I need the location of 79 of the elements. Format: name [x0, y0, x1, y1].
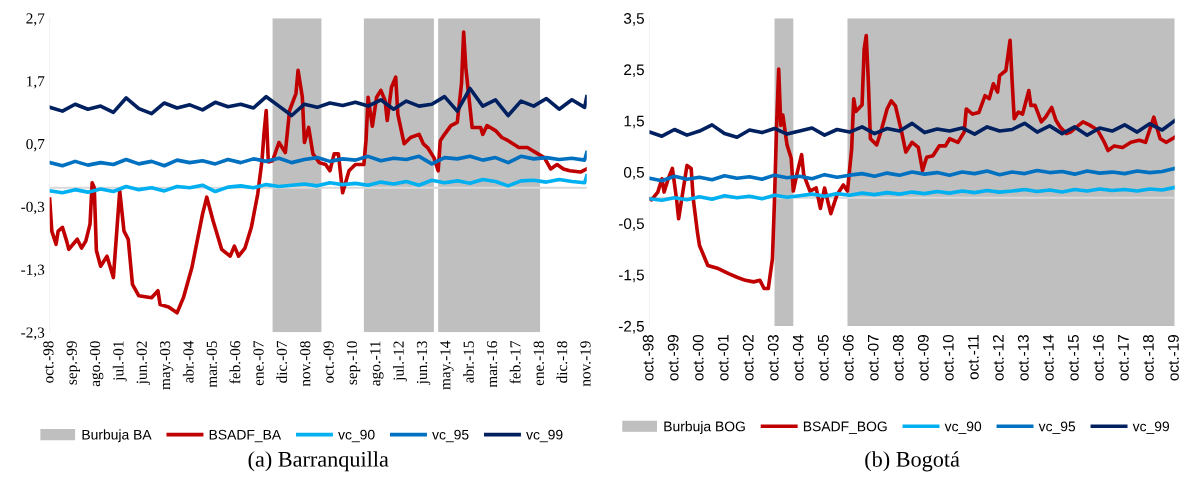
legend-label: Burbuja BA	[82, 429, 152, 443]
y-tick-label: 2,7	[26, 13, 45, 26]
text: (a) Barranquilla	[248, 451, 389, 472]
x-tick-label: oct.-00	[692, 334, 704, 381]
x-tick-label: oct.-09	[323, 341, 334, 383]
x-tick-label: oct.-04	[792, 334, 804, 381]
x-tick-label: oct.-10	[942, 334, 954, 381]
x-tick-label: abr.-15	[463, 341, 474, 383]
y-tick-label: 1,5	[624, 115, 644, 129]
x-tick-label: oct.-13	[1017, 335, 1029, 381]
legend-label: vc_90	[944, 421, 982, 434]
line-series	[49, 86, 587, 118]
y-tick-label: 1,7	[27, 76, 45, 89]
y-tick-label: 0,7	[26, 138, 45, 152]
x-tick-label: oct.-98	[642, 334, 654, 381]
y-tick-label: -2,3	[21, 327, 45, 340]
x-tick-label: feb.-17	[509, 340, 521, 384]
line-series	[49, 174, 587, 195]
x-tick-label: oct.-06	[842, 335, 854, 381]
x-tick-label: jul.-12	[393, 341, 407, 382]
x-tick-label: abr.-04	[182, 340, 194, 383]
legend-label: BSADF_BA	[209, 429, 282, 443]
x-tick-label: ene.-07	[253, 340, 264, 386]
x-tick-label: oct.-07	[867, 335, 879, 381]
x-tick-label: nov.-08	[300, 341, 311, 387]
x-tick-label: oct.-01	[717, 335, 729, 381]
line-series	[49, 150, 587, 168]
x-tick-label: ene.-18	[533, 341, 544, 386]
y-tick-label: -1,3	[21, 264, 45, 278]
y-tick-label: -0,3	[21, 201, 45, 215]
x-tick-label: oct.-03	[767, 335, 779, 381]
text: (b) Bogotá	[865, 451, 960, 472]
x-tick-label: oct.-09	[917, 335, 929, 381]
x-tick-label: oct.-05	[817, 334, 829, 381]
legend-label: vc_95	[432, 429, 469, 443]
line-series	[649, 166, 1175, 183]
legend-label: vc_95	[1038, 421, 1076, 434]
y-tick-label: 0,5	[623, 166, 644, 180]
y-tick-label: -2,5	[618, 320, 644, 334]
legend-label: Burbuja BOG	[664, 421, 745, 435]
x-tick-label: jul.-01	[112, 341, 127, 382]
line-series	[49, 30, 587, 315]
line-series	[649, 33, 1175, 291]
y-tick-label: 3,5	[623, 13, 644, 26]
x-tick-label: may.-14	[440, 340, 454, 390]
x-tick-label: oct.-19	[1168, 335, 1179, 381]
y-tick-label: -0,5	[618, 218, 644, 231]
x-tick-label: oct.-15	[1068, 334, 1079, 381]
x-tick-label: oct.-14	[1043, 334, 1054, 381]
x-tick-label: oct.-12	[992, 335, 1004, 381]
legend-label: vc_99	[1132, 421, 1170, 434]
x-tick-label: jun.-13	[416, 341, 431, 385]
legend-label: vc_99	[526, 429, 563, 443]
x-tick-label: oct.-02	[742, 335, 754, 381]
x-tick-label: sep.-99	[66, 341, 80, 385]
x-tick-label: ago.-00	[89, 341, 104, 387]
x-tick-label: mar.-05	[206, 341, 218, 388]
x-tick-label: oct.-18	[1142, 334, 1154, 381]
x-tick-label: oct.-16	[1092, 335, 1104, 381]
x-tick-label: may.-03	[159, 341, 174, 390]
y-tick-label: 2,5	[624, 64, 644, 77]
legend-label: BSADF_BOG	[803, 421, 887, 434]
x-tick-label: ago.-11	[370, 341, 384, 386]
line-series	[649, 118, 1175, 139]
x-tick-label: dic.-18	[556, 341, 568, 383]
x-tick-label: oct.-08	[892, 334, 904, 381]
legend-label: vc_90	[338, 429, 375, 443]
x-tick-label: dic.-07	[276, 340, 288, 383]
x-tick-label: mar.-16	[486, 341, 498, 388]
x-tick-label: feb.-06	[229, 341, 241, 384]
x-tick-label: oct.-99	[667, 335, 679, 381]
x-tick-label: sep.-10	[346, 341, 361, 385]
x-tick-label: jun.-02	[136, 341, 151, 385]
y-tick-label: -1,5	[618, 269, 644, 283]
x-tick-label: oct.-98	[43, 341, 54, 383]
line-series	[649, 185, 1175, 203]
x-tick-label: oct.-11	[968, 335, 979, 380]
x-tick-label: oct.-17	[1118, 335, 1129, 381]
x-tick-label: nov.-19	[580, 341, 591, 387]
